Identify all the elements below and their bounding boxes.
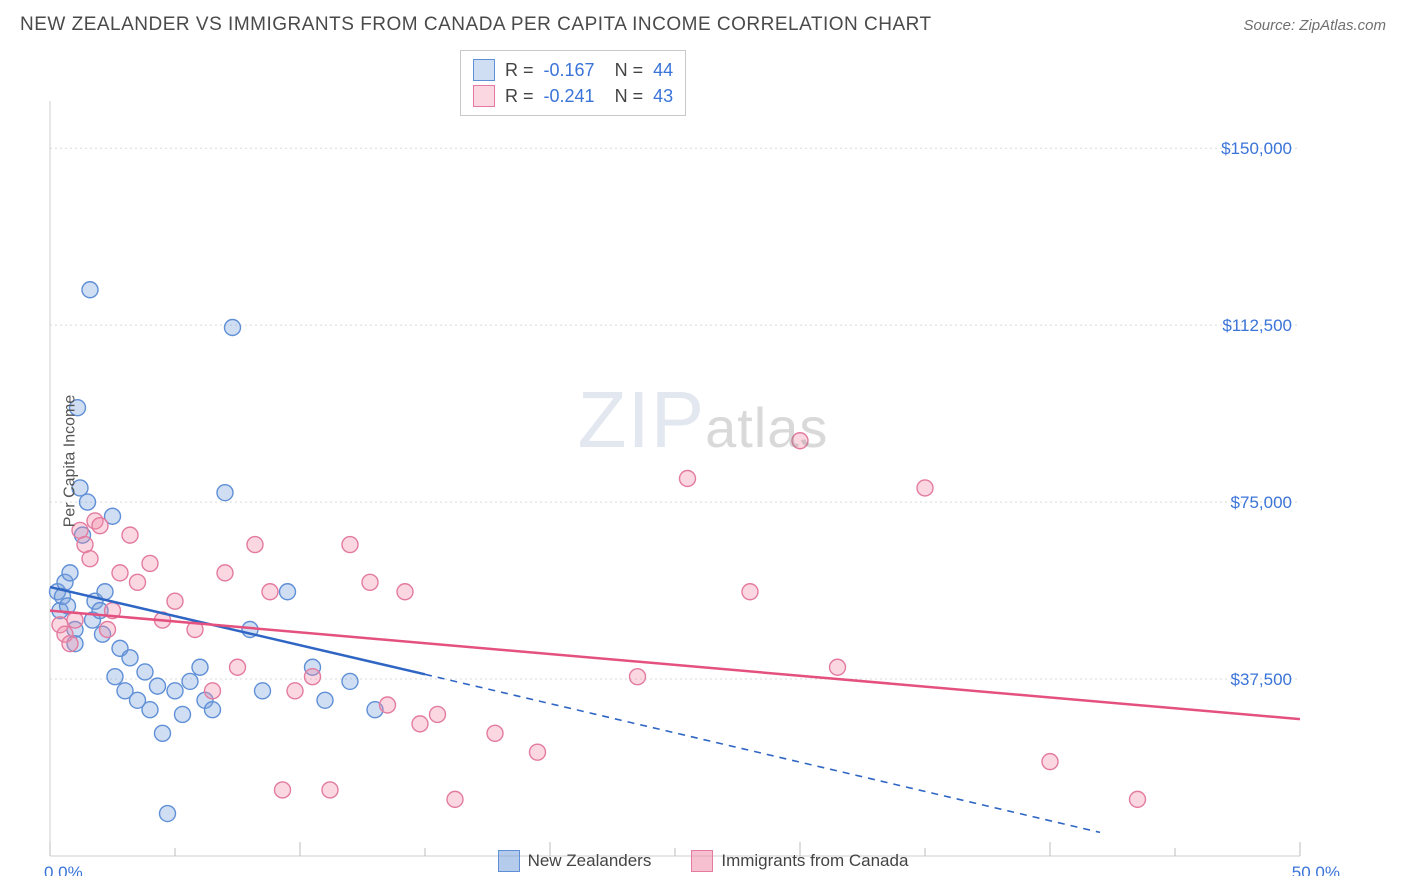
data-point: [380, 697, 396, 713]
corr-n-label: N =: [605, 57, 644, 83]
legend-bottom: New Zealanders Immigrants from Canada: [0, 850, 1406, 872]
data-point: [112, 565, 128, 581]
data-point: [122, 527, 138, 543]
correlation-row: R = -0.241 N = 43: [473, 83, 673, 109]
data-point: [830, 659, 846, 675]
data-point: [305, 669, 321, 685]
data-point: [122, 650, 138, 666]
data-point: [322, 782, 338, 798]
data-point: [1042, 754, 1058, 770]
legend-swatch: [473, 85, 495, 107]
data-point: [287, 683, 303, 699]
data-point: [182, 673, 198, 689]
data-point: [680, 471, 696, 487]
data-point: [262, 584, 278, 600]
y-axis-label: Per Capita Income: [61, 395, 79, 528]
data-point: [62, 636, 78, 652]
data-point: [742, 584, 758, 600]
y-tick-label: $112,500: [1222, 316, 1292, 335]
y-tick-label: $37,500: [1231, 670, 1292, 689]
data-point: [430, 706, 446, 722]
data-point: [255, 683, 271, 699]
data-point: [107, 669, 123, 685]
corr-r-label: R =: [505, 83, 534, 109]
data-point: [217, 565, 233, 581]
y-tick-label: $75,000: [1231, 493, 1292, 512]
data-point: [167, 593, 183, 609]
corr-n-label: N =: [605, 83, 644, 109]
data-point: [225, 320, 241, 336]
data-point: [917, 480, 933, 496]
legend-item: New Zealanders: [498, 850, 652, 872]
data-point: [142, 555, 158, 571]
data-point: [155, 725, 171, 741]
data-point: [92, 518, 108, 534]
data-point: [82, 551, 98, 567]
data-point: [100, 622, 116, 638]
chart-area: Per Capita Income $37,500 $75,000 $112,500…: [0, 46, 1406, 876]
data-point: [130, 574, 146, 590]
data-point: [630, 669, 646, 685]
data-point: [82, 282, 98, 298]
data-point: [342, 537, 358, 553]
data-point: [62, 565, 78, 581]
data-point: [142, 702, 158, 718]
data-point: [317, 692, 333, 708]
data-point: [447, 791, 463, 807]
corr-r-value: -0.241: [544, 83, 595, 109]
corr-n-value: 43: [653, 83, 673, 109]
legend-swatch: [473, 59, 495, 81]
corr-n-value: 44: [653, 57, 673, 83]
corr-r-label: R =: [505, 57, 534, 83]
chart-source: Source: ZipAtlas.com: [1243, 17, 1386, 34]
data-point: [275, 782, 291, 798]
data-point: [487, 725, 503, 741]
data-point: [792, 433, 808, 449]
trend-line-dashed: [425, 674, 1100, 832]
data-point: [160, 806, 176, 822]
data-point: [150, 678, 166, 694]
legend-label: Immigrants from Canada: [721, 851, 908, 871]
data-point: [342, 673, 358, 689]
data-point: [205, 683, 221, 699]
data-point: [412, 716, 428, 732]
data-point: [175, 706, 191, 722]
data-point: [167, 683, 183, 699]
chart-title: NEW ZEALANDER VS IMMIGRANTS FROM CANADA …: [20, 14, 932, 36]
data-point: [205, 702, 221, 718]
data-point: [280, 584, 296, 600]
corr-r-value: -0.167: [544, 57, 595, 83]
data-point: [137, 664, 153, 680]
data-point: [362, 574, 378, 590]
data-point: [1130, 791, 1146, 807]
y-tick-label: $150,000: [1221, 139, 1292, 158]
correlation-box: R = -0.167 N = 44R = -0.241 N = 43: [460, 50, 686, 116]
data-point: [247, 537, 263, 553]
legend-item: Immigrants from Canada: [691, 850, 908, 872]
data-point: [230, 659, 246, 675]
data-point: [192, 659, 208, 675]
data-point: [530, 744, 546, 760]
data-point: [80, 494, 96, 510]
legend-swatch: [691, 850, 713, 872]
data-point: [397, 584, 413, 600]
chart-header: NEW ZEALANDER VS IMMIGRANTS FROM CANADA …: [0, 0, 1406, 46]
legend-label: New Zealanders: [528, 851, 652, 871]
legend-swatch: [498, 850, 520, 872]
correlation-row: R = -0.167 N = 44: [473, 57, 673, 83]
data-point: [217, 485, 233, 501]
scatter-chart: $37,500$75,000$112,500$150,0000.0%50.0%: [0, 46, 1406, 876]
